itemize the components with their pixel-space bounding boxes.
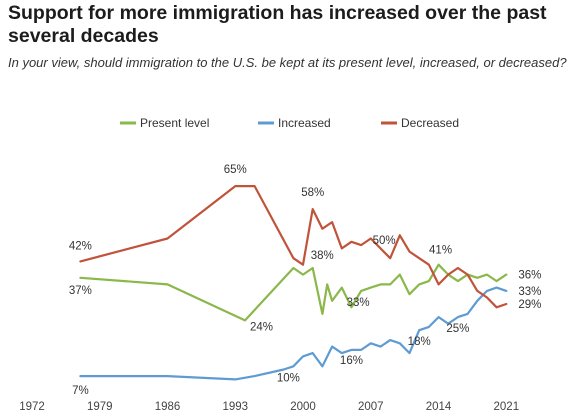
chart-subtitle: In your view, should immigration to the … — [8, 55, 567, 70]
data-label-decreased: 58% — [301, 187, 324, 199]
data-label-increased: 18% — [408, 336, 431, 348]
x-tick-label: 2000 — [290, 401, 316, 413]
data-label-present-level: 38% — [311, 250, 334, 262]
legend-label-present-level: Present level — [140, 116, 209, 130]
data-label-present-level: 33% — [347, 297, 370, 309]
x-tick-label: 1979 — [87, 401, 113, 413]
data-label-increased: 33% — [518, 286, 541, 298]
data-label-decreased: 29% — [518, 299, 541, 311]
series-line-present-level — [79, 263, 508, 322]
chart-title: Support for more immigration has increas… — [8, 2, 547, 47]
x-tick-label: 1972 — [19, 401, 45, 413]
data-label-present-level: 37% — [69, 285, 92, 297]
series-line-increased — [79, 286, 508, 381]
data-label-increased: 10% — [277, 372, 300, 384]
x-axis: 1972 1979 1986 1993 2000 2007 2014 2021 — [19, 401, 519, 413]
data-label-decreased: 50% — [373, 235, 396, 247]
series-lines — [79, 185, 508, 381]
data-label-present-level: 41% — [429, 245, 452, 257]
legend: Present level Increased Decreased — [120, 116, 459, 130]
data-label-increased: 7% — [72, 385, 89, 397]
data-label-present-level: 36% — [518, 270, 541, 282]
x-tick-label: 1986 — [155, 401, 181, 413]
x-tick-label: 1993 — [222, 401, 248, 413]
data-label-increased: 16% — [340, 355, 363, 367]
data-label-decreased: 65% — [224, 164, 247, 176]
x-tick-label: 2007 — [358, 401, 384, 413]
x-tick-label: 2021 — [494, 401, 520, 413]
series-line-decreased — [79, 185, 508, 309]
data-labels: 42% 37% 7% 65% 24% 58% 38% 10% 50% 33% 16% 41% 18% 25… — [69, 164, 541, 397]
legend-label-decreased: Decreased — [401, 116, 459, 130]
x-tick-label: 2014 — [426, 401, 452, 413]
data-label-decreased: 42% — [69, 240, 92, 252]
legend-label-increased: Increased — [278, 116, 331, 130]
data-label-present-level: 24% — [250, 321, 273, 333]
data-label-increased: 25% — [446, 323, 469, 335]
